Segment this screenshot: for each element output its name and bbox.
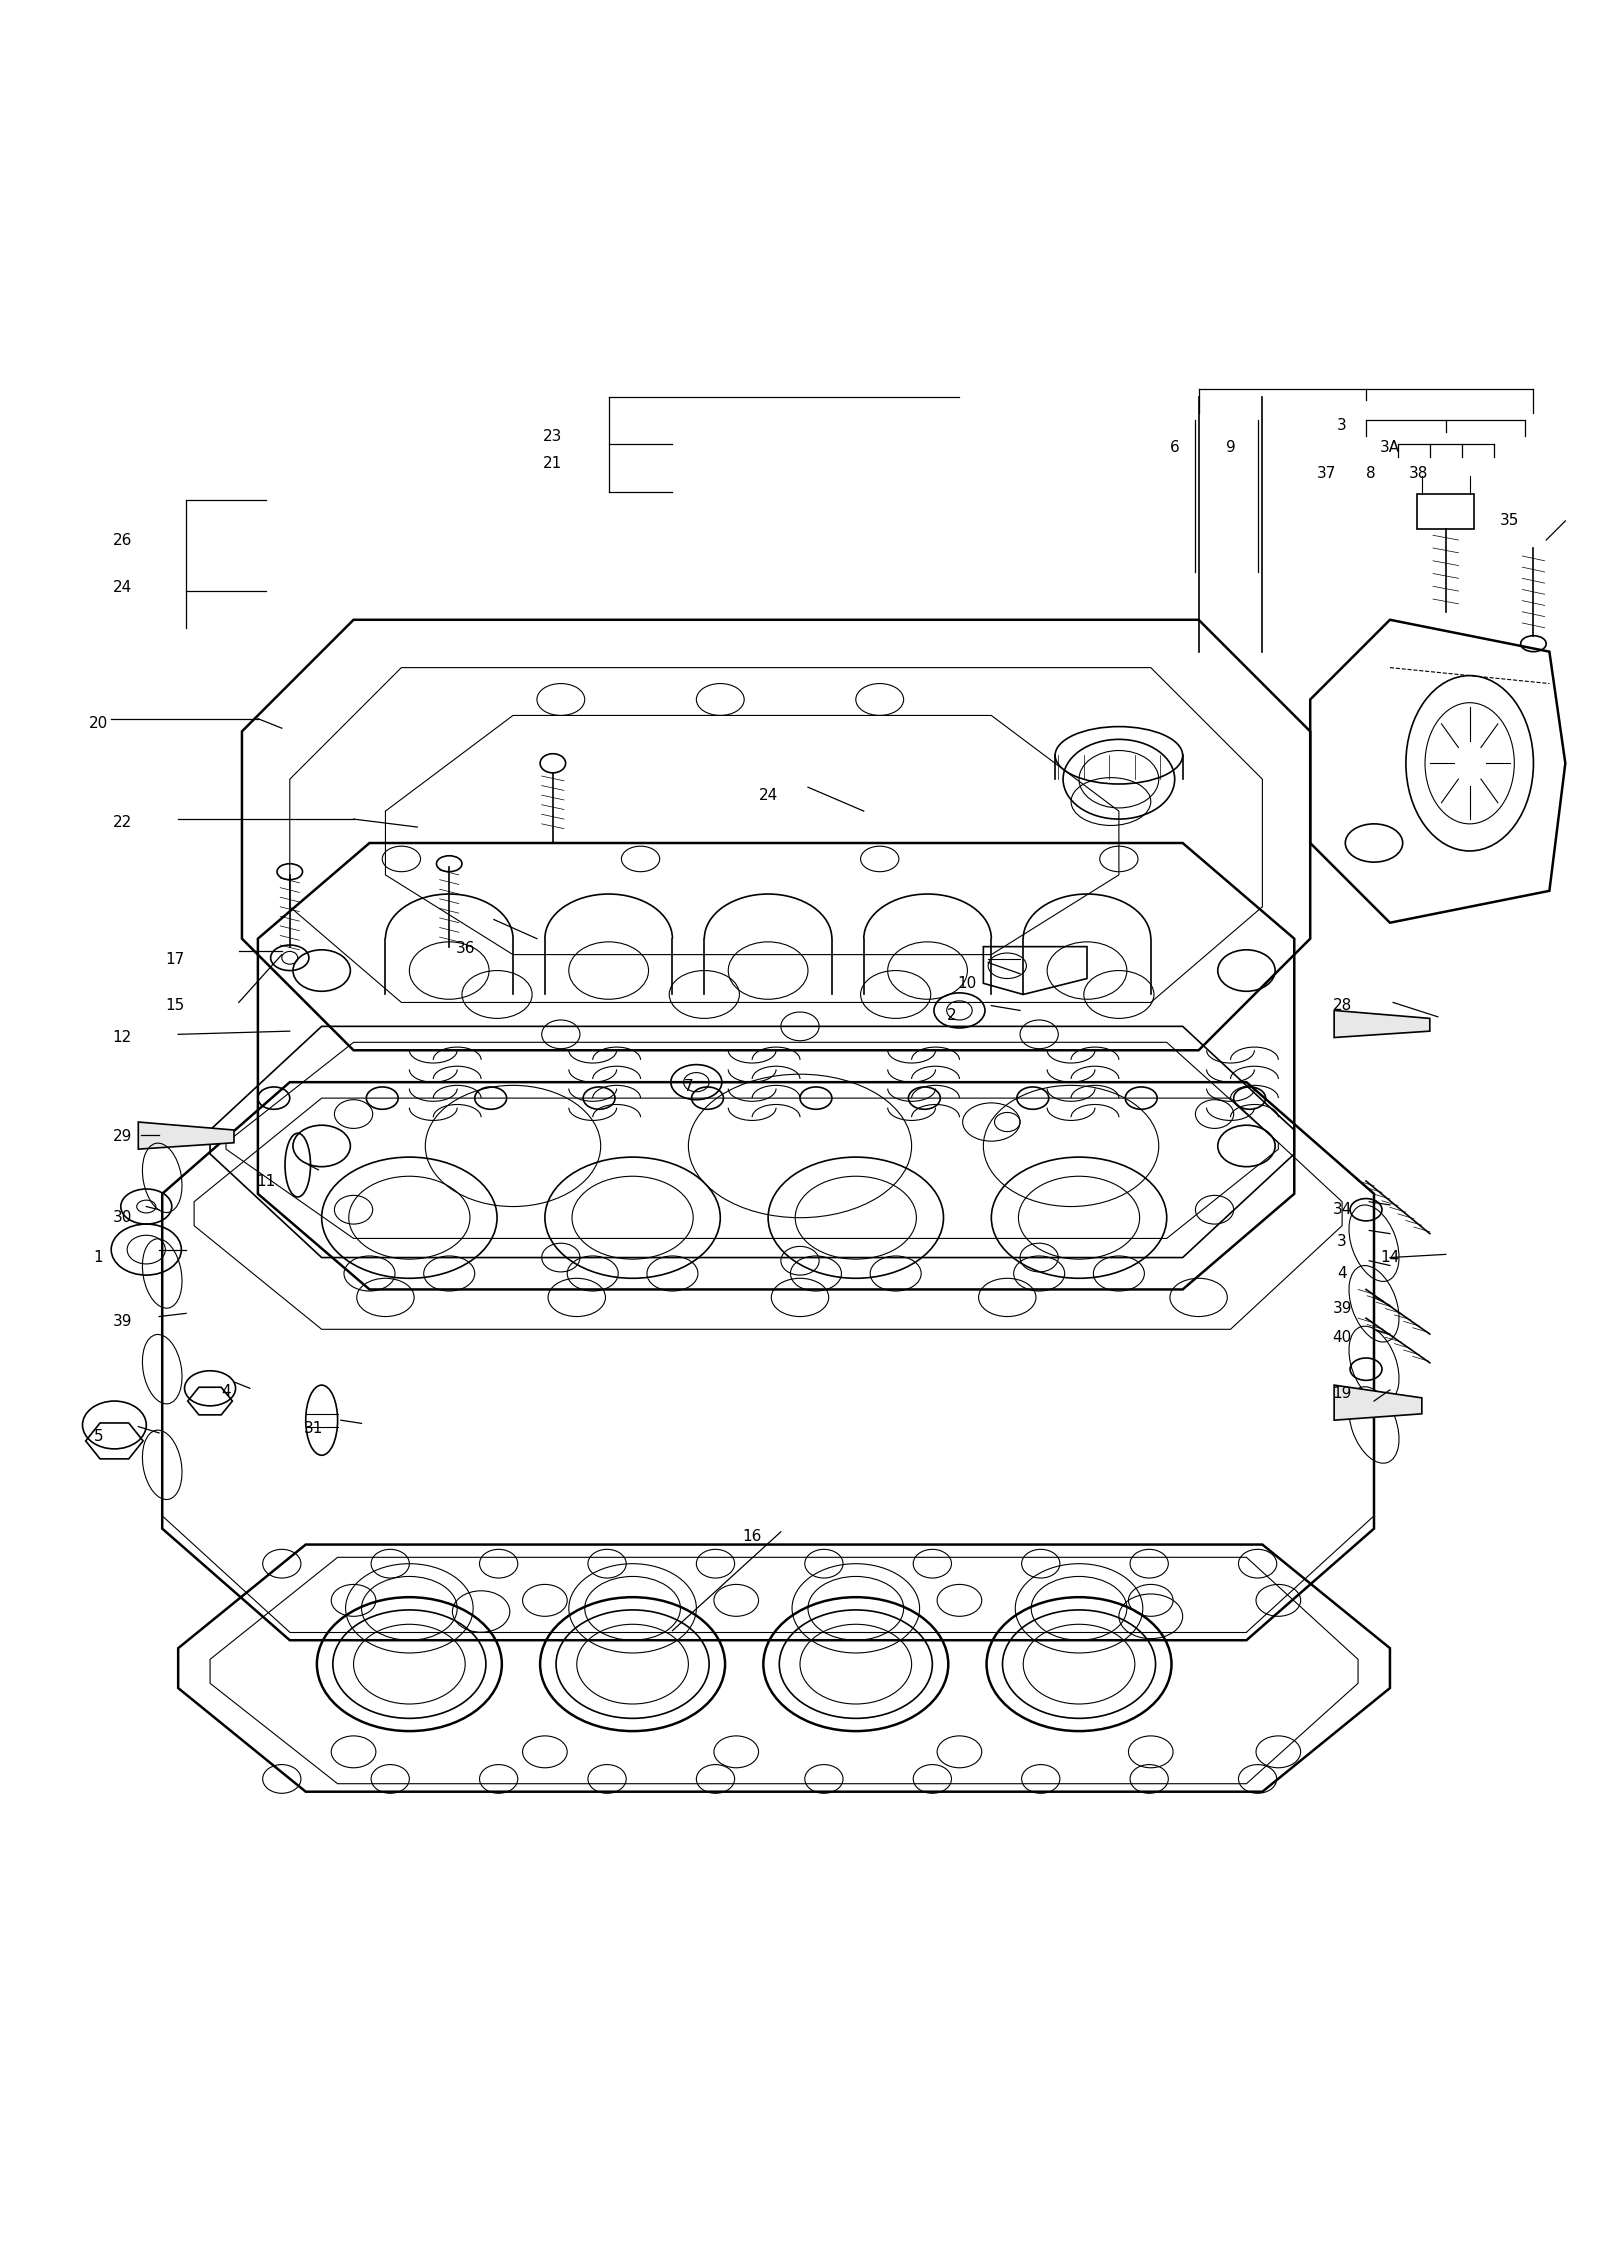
Text: 23: 23 <box>542 429 563 443</box>
Text: 15: 15 <box>165 999 184 1012</box>
Text: 24: 24 <box>758 789 778 802</box>
Text: 26: 26 <box>112 533 133 547</box>
Polygon shape <box>1334 1010 1430 1037</box>
Text: 3: 3 <box>1338 418 1347 432</box>
Text: 8: 8 <box>1366 466 1376 481</box>
Text: 29: 29 <box>112 1130 133 1144</box>
Text: 20: 20 <box>90 716 109 730</box>
Text: 9: 9 <box>1226 441 1235 454</box>
Text: 28: 28 <box>1333 999 1352 1012</box>
Text: 19: 19 <box>1333 1385 1352 1401</box>
Text: 38: 38 <box>1410 466 1429 481</box>
Text: 39: 39 <box>1333 1302 1352 1315</box>
Text: 3A: 3A <box>1379 441 1400 454</box>
Text: 17: 17 <box>165 951 184 967</box>
Text: 5: 5 <box>94 1428 104 1444</box>
Text: 10: 10 <box>958 976 978 990</box>
Text: 2: 2 <box>947 1008 957 1024</box>
Text: 35: 35 <box>1499 513 1520 529</box>
Text: 7: 7 <box>683 1080 693 1094</box>
Text: 31: 31 <box>304 1422 323 1435</box>
Text: 39: 39 <box>112 1313 133 1329</box>
Text: 4: 4 <box>221 1383 230 1399</box>
Text: 4: 4 <box>1338 1266 1347 1281</box>
Text: 12: 12 <box>112 1031 131 1044</box>
Text: 36: 36 <box>456 940 475 956</box>
Text: 6: 6 <box>1170 441 1179 454</box>
Text: 34: 34 <box>1333 1202 1352 1218</box>
Text: 1: 1 <box>94 1250 104 1266</box>
Text: 3: 3 <box>1338 1234 1347 1250</box>
Text: 37: 37 <box>1317 466 1336 481</box>
Text: 16: 16 <box>742 1530 762 1544</box>
Text: 11: 11 <box>256 1173 275 1189</box>
Text: 14: 14 <box>1381 1250 1400 1266</box>
Text: 30: 30 <box>112 1209 133 1225</box>
Text: 22: 22 <box>112 816 131 829</box>
Bar <box>1418 495 1475 529</box>
Text: 40: 40 <box>1333 1329 1352 1345</box>
Text: 21: 21 <box>544 457 563 470</box>
Polygon shape <box>138 1121 234 1148</box>
Text: 24: 24 <box>112 581 131 594</box>
Polygon shape <box>1334 1385 1422 1419</box>
